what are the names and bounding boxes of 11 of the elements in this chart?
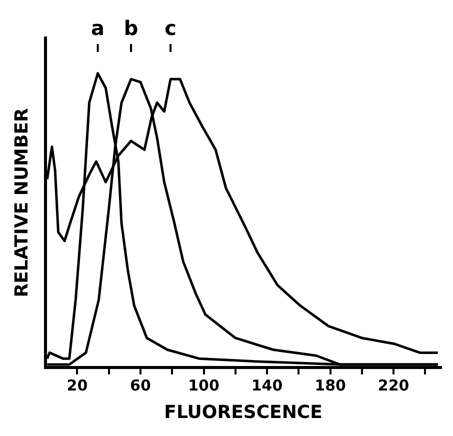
x-tick-label: 180 [314, 376, 346, 394]
x-tick-label: 140 [251, 376, 283, 394]
x-axis-title: FLUORESCENCE [164, 402, 322, 423]
x-tick-label: 100 [188, 376, 220, 394]
x-tick-label: 220 [378, 376, 410, 394]
x-tick-label: 20 [66, 376, 88, 394]
series-label: a [91, 16, 105, 40]
x-tick-label: 60 [130, 376, 151, 394]
series-label: b [124, 16, 138, 40]
series-label: c [164, 16, 176, 40]
y-axis-title: RELATIVE NUMBER [11, 108, 32, 298]
